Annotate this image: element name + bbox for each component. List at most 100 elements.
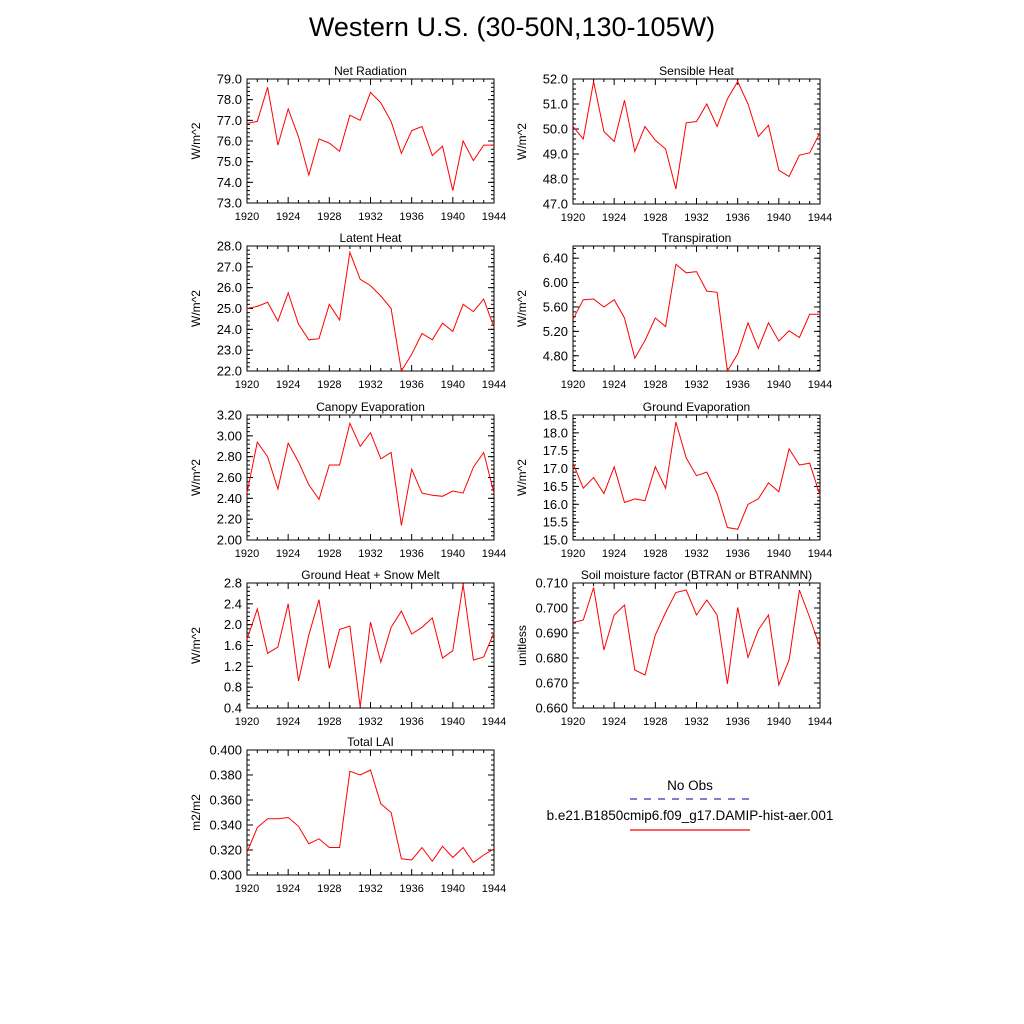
series-line — [572, 421, 821, 530]
y-tick-label: 0.680 — [535, 651, 568, 666]
x-tick-label: 1944 — [808, 548, 832, 560]
x-tick-label: 1932 — [684, 212, 708, 224]
y-tick-label: 2.20 — [217, 512, 242, 527]
y-tick-label: 5.60 — [543, 299, 568, 314]
y-tick-label: 2.60 — [217, 470, 242, 485]
x-tick-label: 1940 — [441, 716, 465, 728]
y-axis-label: W/m^2 — [515, 123, 529, 160]
chart-panel-1: Sensible Heat W/m^2 1920 1924 1928 1932 1936 19… — [515, 64, 832, 224]
x-tick-label: 1920 — [235, 883, 259, 895]
series-line — [246, 769, 495, 864]
x-tick-label: 1920 — [235, 211, 259, 223]
y-tick-label: 2.8 — [224, 576, 242, 591]
chart-panel-8: Total LAI m2/m2 1920 1924 1928 1932 1936 1940 19… — [189, 735, 506, 895]
y-tick-label: 0.340 — [209, 818, 242, 833]
y-tick-label: 0.8 — [224, 680, 242, 695]
x-tick-label: 1928 — [317, 883, 341, 895]
y-tick-label: 51.0 — [543, 97, 568, 112]
panel-title: Soil moisture factor (BTRAN or BTRANMN) — [581, 568, 812, 582]
plot-frame — [572, 582, 821, 709]
chart-panel-2: Latent Heat W/m^2 1920 1924 1928 1932 1936 1940… — [189, 231, 506, 391]
y-tick-label: 0.710 — [535, 576, 568, 591]
x-tick-label: 1940 — [767, 212, 791, 224]
series-line — [572, 80, 821, 190]
x-tick-label: 1940 — [441, 211, 465, 223]
series-line — [246, 421, 495, 526]
y-tick-label: 0.380 — [209, 768, 242, 783]
x-tick-label: 1936 — [399, 211, 423, 223]
panel-title: Ground Evaporation — [643, 400, 750, 414]
x-tick-label: 1940 — [767, 716, 791, 728]
x-tick-label: 1932 — [358, 211, 382, 223]
x-tick-label: 1936 — [725, 716, 749, 728]
y-tick-label: 22.0 — [217, 364, 242, 379]
panel-title: Canopy Evaporation — [316, 400, 425, 414]
x-tick-label: 1940 — [767, 379, 791, 391]
y-tick-label: 75.0 — [217, 154, 242, 169]
x-tick-label: 1932 — [358, 548, 382, 560]
chart-panel-0: Net Radiation W/m^2 1920 1924 1928 1932 1936 19… — [189, 64, 506, 223]
chart-panel-5: Ground Evaporation W/m^2 1920 1924 1928 1932 1… — [515, 400, 832, 560]
x-tick-label: 1924 — [602, 548, 626, 560]
x-tick-label: 1924 — [602, 716, 626, 728]
y-axis-label: W/m^2 — [189, 290, 203, 327]
panel-title: Net Radiation — [334, 64, 407, 78]
y-axis-label: unitless — [515, 625, 529, 666]
x-tick-label: 1944 — [808, 212, 832, 224]
x-tick-label: 1940 — [441, 883, 465, 895]
legend-model-label: b.e21.B1850cmip6.f09_g17.DAMIP-hist-aer.… — [546, 808, 834, 823]
y-axis-label: W/m^2 — [515, 459, 529, 496]
x-tick-label: 1932 — [358, 379, 382, 391]
x-tick-label: 1928 — [317, 211, 341, 223]
x-tick-label: 1928 — [643, 212, 667, 224]
y-tick-label: 0.660 — [535, 701, 568, 716]
x-tick-label: 1932 — [358, 883, 382, 895]
panel-title: Total LAI — [347, 735, 394, 749]
series-line — [246, 584, 495, 708]
plot-frame — [572, 245, 821, 372]
x-tick-label: 1936 — [725, 548, 749, 560]
y-tick-label: 73.0 — [217, 196, 242, 211]
x-tick-label: 1936 — [725, 212, 749, 224]
x-tick-label: 1940 — [441, 548, 465, 560]
chart-panel-3: Transpiration W/m^2 1920 1924 1928 1932 1936 19… — [515, 231, 832, 391]
x-tick-label: 1936 — [399, 883, 423, 895]
y-tick-label: 23.0 — [217, 343, 242, 358]
y-tick-label: 3.20 — [217, 408, 242, 423]
x-tick-label: 1924 — [602, 212, 626, 224]
y-tick-label: 74.0 — [217, 175, 242, 190]
x-tick-label: 1920 — [235, 548, 259, 560]
y-tick-label: 24.0 — [217, 322, 242, 337]
series-line — [572, 587, 821, 687]
y-tick-label: 0.320 — [209, 843, 242, 858]
y-tick-label: 2.40 — [217, 491, 242, 506]
x-tick-label: 1924 — [276, 716, 300, 728]
y-tick-label: 3.00 — [217, 428, 242, 443]
x-tick-label: 1928 — [317, 548, 341, 560]
y-tick-label: 78.0 — [217, 92, 242, 107]
y-tick-label: 0.400 — [209, 743, 242, 758]
x-tick-label: 1932 — [358, 716, 382, 728]
y-tick-label: 18.5 — [543, 408, 568, 423]
x-tick-label: 1944 — [482, 883, 506, 895]
x-tick-label: 1944 — [482, 379, 506, 391]
x-tick-label: 1920 — [561, 716, 585, 728]
y-tick-label: 0.670 — [535, 676, 568, 691]
y-tick-label: 49.0 — [543, 147, 568, 162]
x-tick-label: 1928 — [317, 716, 341, 728]
plot-frame — [572, 78, 821, 205]
y-tick-label: 79.0 — [217, 72, 242, 87]
y-tick-label: 26.0 — [217, 280, 242, 295]
y-tick-label: 2.00 — [217, 533, 242, 548]
series-line — [572, 263, 820, 373]
y-tick-label: 76.0 — [217, 134, 242, 149]
y-tick-label: 0.4 — [224, 701, 242, 716]
legend-model-line — [630, 829, 750, 831]
x-tick-label: 1936 — [399, 548, 423, 560]
x-tick-label: 1924 — [276, 379, 300, 391]
plot-frame — [246, 749, 495, 876]
y-tick-label: 2.0 — [224, 617, 242, 632]
y-tick-label: 50.0 — [543, 122, 568, 137]
y-tick-label: 2.80 — [217, 449, 242, 464]
y-tick-label: 0.300 — [209, 868, 242, 883]
